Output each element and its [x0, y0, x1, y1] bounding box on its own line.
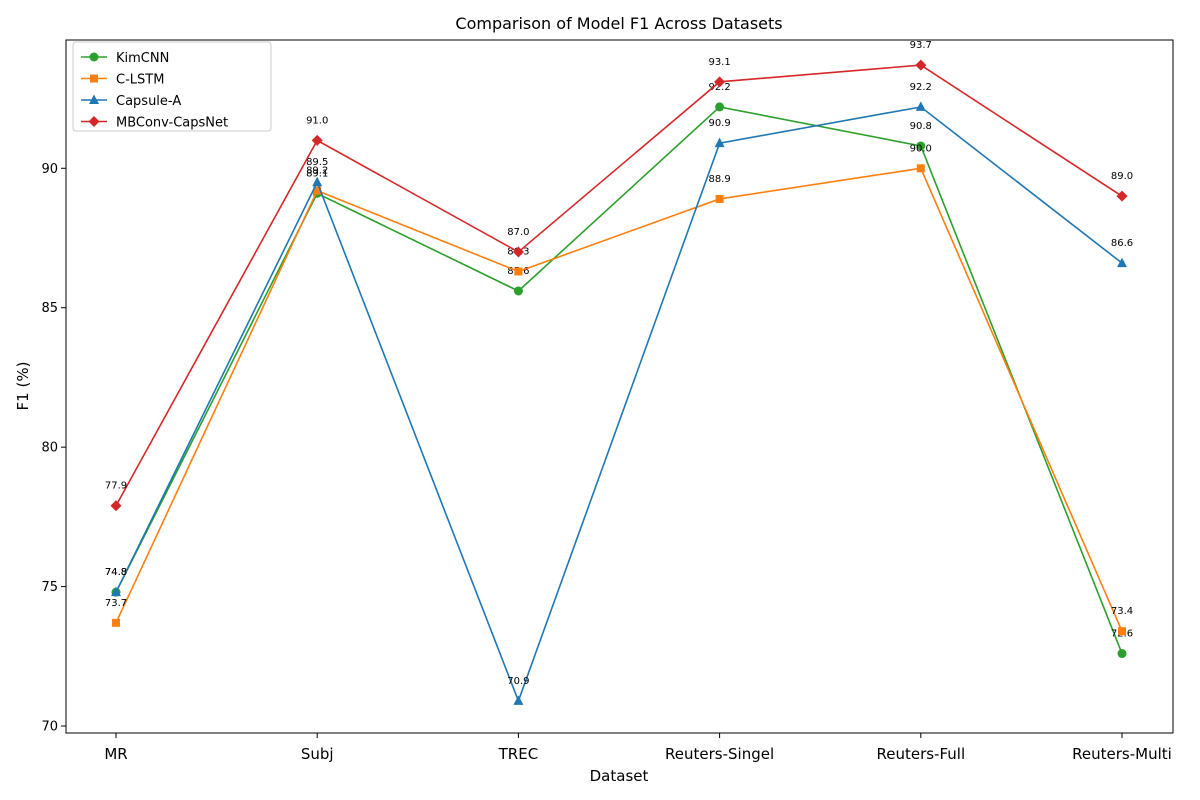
series-line: [115, 106, 1123, 704]
data-label: 89.0: [1111, 171, 1133, 182]
data-label: 89.2: [306, 166, 328, 177]
axes-frame: [65, 39, 1174, 734]
x-tick-label: MR: [104, 745, 127, 763]
x-tick-label: TREC: [498, 745, 539, 763]
series-line: [115, 167, 1123, 632]
series-line: [115, 64, 1123, 507]
data-point: [714, 137, 725, 148]
data-label: 89.5: [306, 157, 328, 168]
legend-box: [72, 41, 272, 132]
y-tick-label: 80: [41, 441, 58, 456]
data-point: [916, 141, 926, 151]
data-point: [513, 286, 523, 296]
data-point: [311, 134, 323, 146]
x-axis-label: Dataset: [590, 767, 649, 785]
x-tick-label: Subj: [301, 745, 334, 763]
chart-title: Comparison of Model F1 Across Datasets: [455, 14, 782, 33]
data-point: [1117, 257, 1127, 268]
data-point: [88, 116, 100, 127]
data-point: [90, 74, 98, 83]
data-label: 90.9: [708, 118, 730, 129]
data-label: 93.1: [708, 57, 730, 68]
data-point: [715, 102, 725, 112]
y-tick-label: 85: [41, 301, 58, 316]
data-label: 87.0: [507, 227, 529, 238]
data-point: [89, 52, 99, 62]
series-mbconv-capsnet: 77.9 91.0 87.0 93.1 93.7 89.0: [105, 40, 1133, 512]
y-axis-label: F1 (%): [14, 362, 32, 411]
data-point: [312, 176, 323, 187]
data-label: 73.4: [1111, 606, 1133, 617]
y-tick-label: 70: [41, 720, 58, 735]
plot-area: MR Subj TREC Reuters-Singel Reuters-Full Reut…: [41, 39, 1174, 763]
data-label: 91.0: [306, 115, 328, 126]
x-tick-label: Reuters-Full: [876, 745, 965, 763]
data-point: [513, 695, 524, 705]
data-point: [112, 618, 120, 627]
data-label: 70.9: [507, 676, 529, 687]
data-point: [89, 94, 99, 104]
data-point: [915, 59, 927, 71]
data-label: 90.8: [910, 121, 932, 132]
data-point: [1117, 649, 1127, 659]
data-point: [111, 586, 121, 597]
data-label: 88.9: [708, 174, 730, 185]
legend-label: KimCNN: [116, 51, 169, 66]
data-label: 74.8: [105, 567, 127, 578]
data-point: [915, 101, 926, 111]
data-label: 92.2: [910, 82, 932, 93]
series-capsule-a: 74.8 89.5 70.9 90.9 92.2 86.6: [105, 82, 1133, 705]
data-label: 92.2: [708, 82, 730, 93]
data-label: 77.9: [105, 481, 127, 492]
data-label: 90.0: [910, 143, 932, 154]
data-point: [514, 267, 523, 276]
data-point: [1116, 190, 1128, 202]
data-point: [313, 186, 322, 195]
data-label: 89.1: [306, 168, 328, 179]
data-label: 93.7: [910, 40, 932, 51]
legend: KimCNN C-LSTM Capsule-A MBConv-CapsNet: [72, 41, 272, 132]
legend-label: C-LSTM: [116, 73, 164, 88]
data-point: [110, 500, 122, 512]
data-point: [916, 164, 925, 173]
data-label: 74.8: [105, 567, 127, 578]
data-label: 73.7: [105, 598, 127, 609]
x-tick-label: Reuters-Singel: [665, 745, 774, 763]
data-point: [714, 76, 726, 88]
y-tick-label: 90: [41, 162, 58, 177]
data-point: [512, 246, 524, 258]
series-line: [115, 106, 1123, 654]
data-point: [1118, 627, 1126, 636]
y-tick-label: 75: [41, 580, 58, 595]
x-tick-label: Reuters-Multi: [1072, 745, 1172, 763]
data-point: [715, 194, 724, 203]
legend-label: Capsule-A: [116, 94, 181, 109]
legend-label: MBConv-CapsNet: [116, 116, 228, 131]
data-label: 86.6: [1111, 238, 1133, 249]
